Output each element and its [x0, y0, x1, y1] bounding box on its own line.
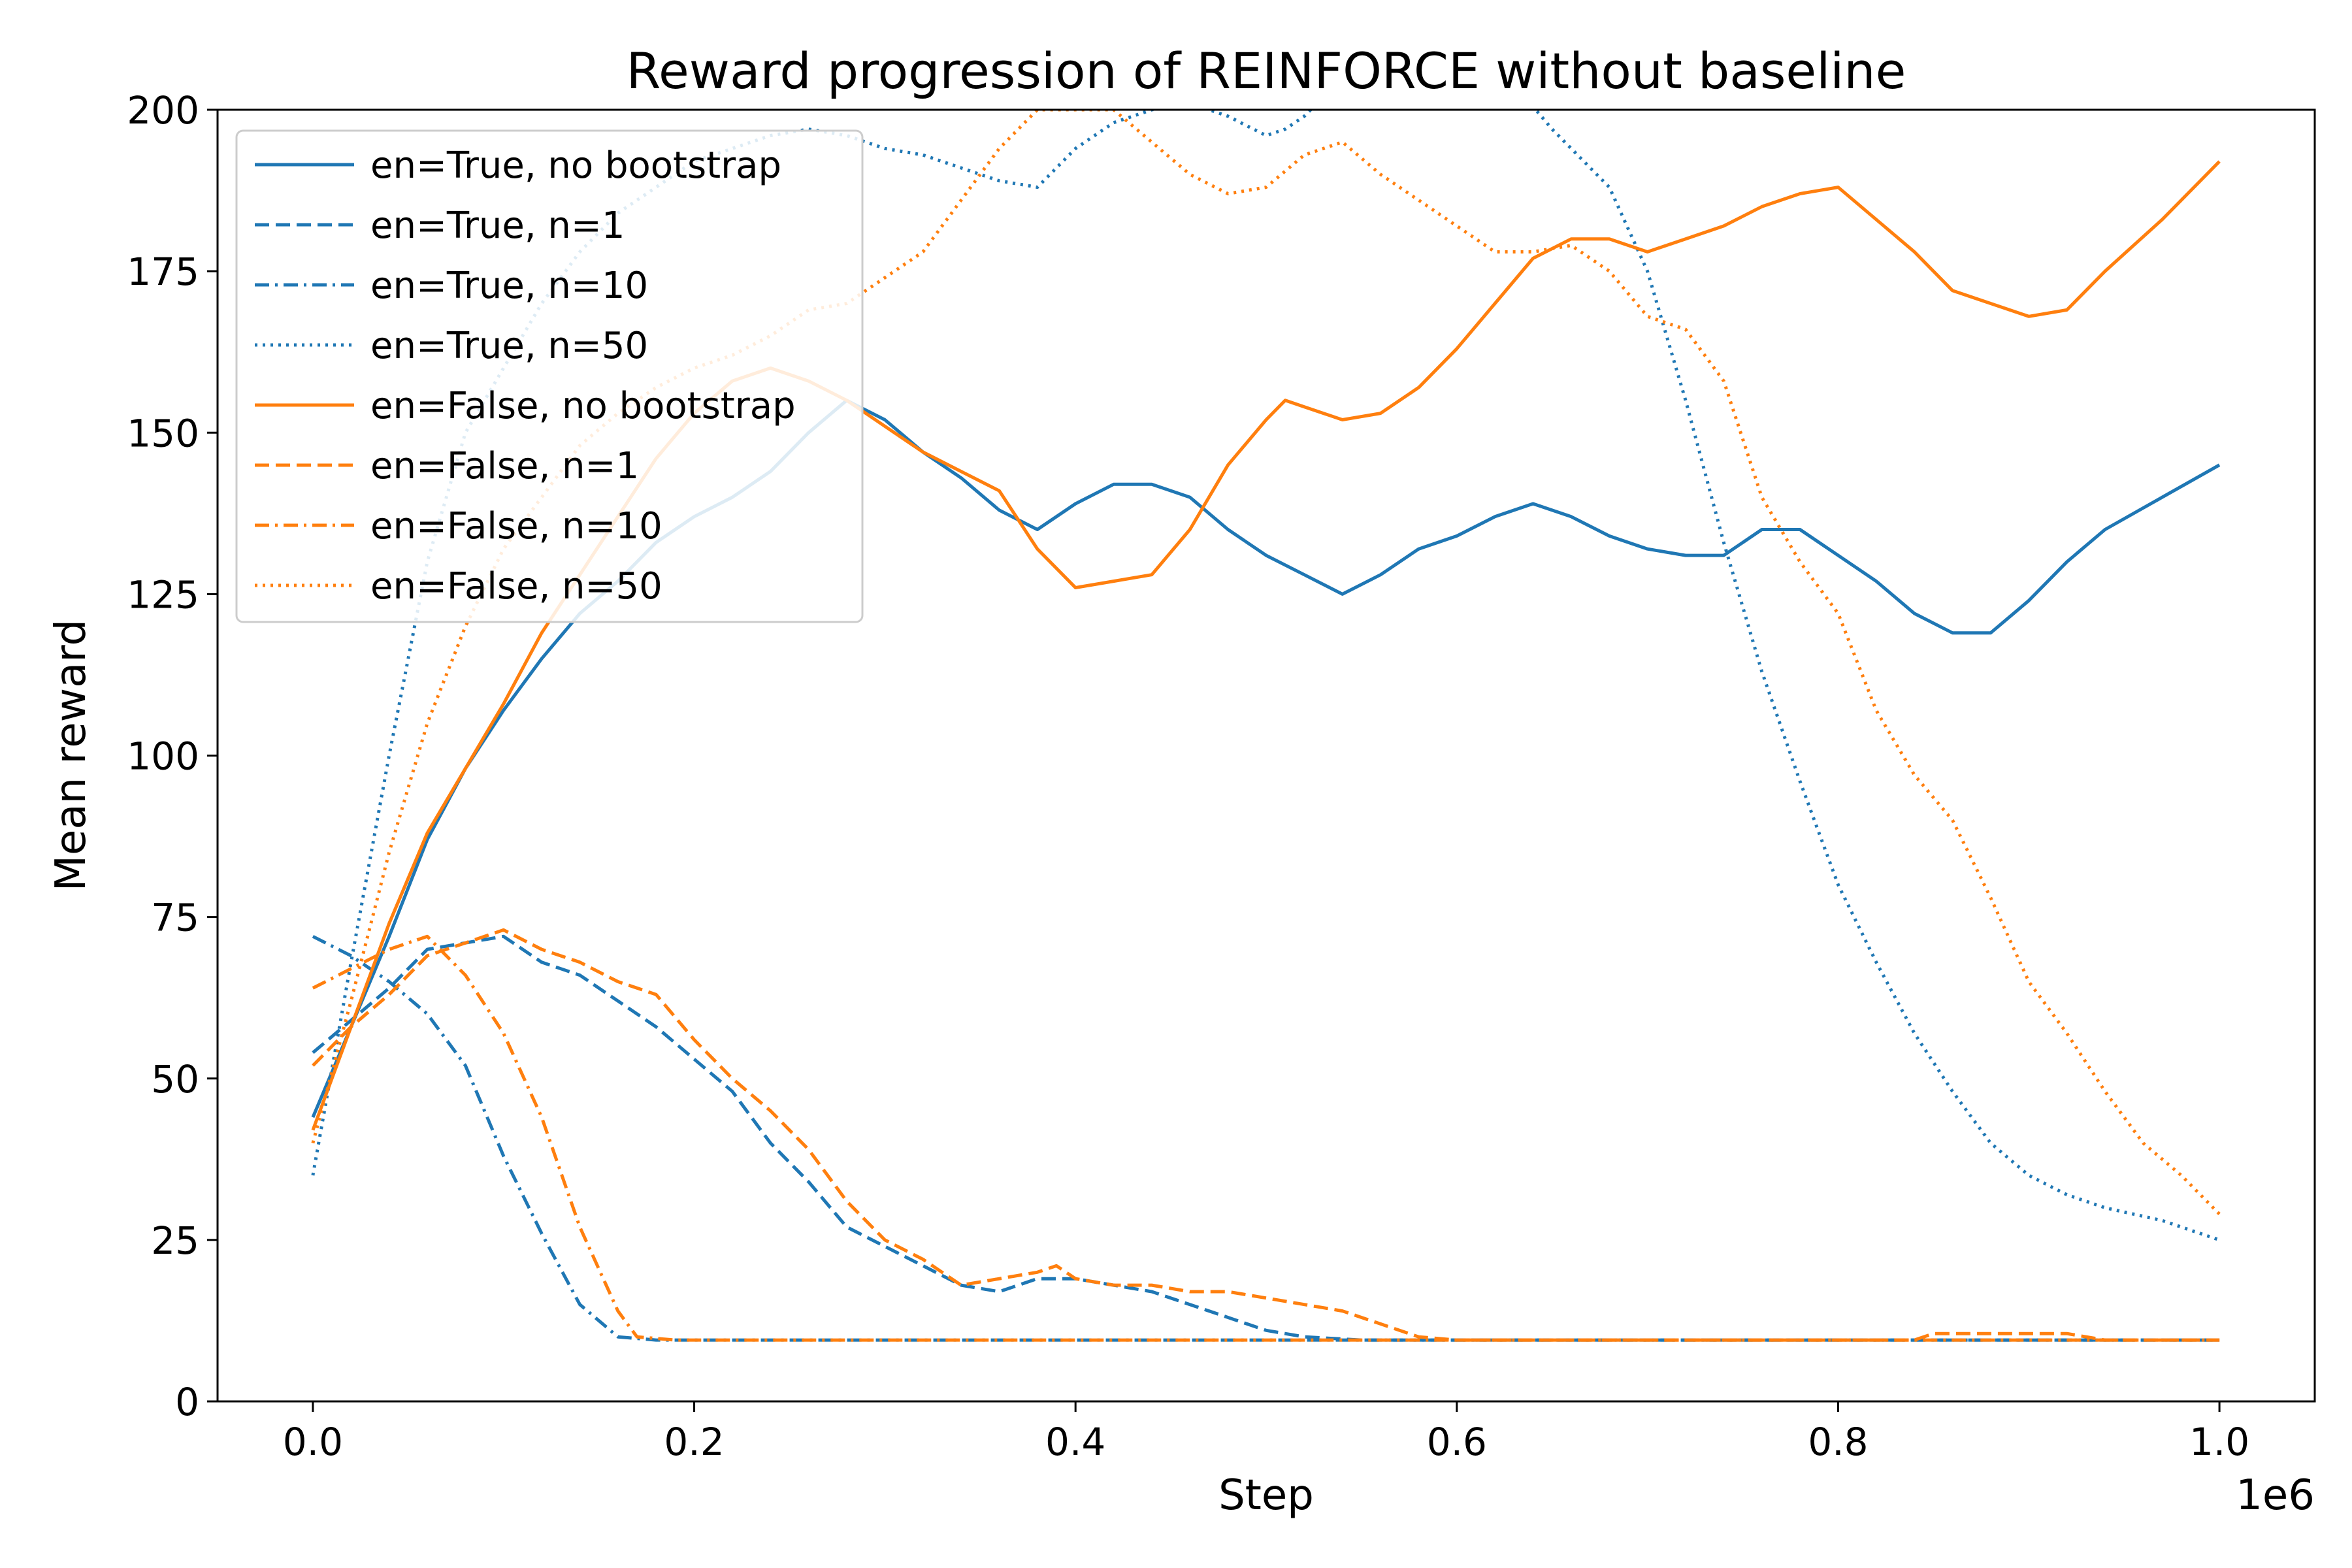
x-tick-label: 0.8: [1808, 1420, 1868, 1464]
y-axis-label: Mean reward: [47, 619, 95, 891]
y-tick-label: 75: [151, 896, 199, 940]
y-tick-label: 150: [127, 411, 199, 455]
x-offset-text: 1e6: [2236, 1471, 2315, 1520]
x-tick-label: 0.0: [283, 1420, 343, 1464]
y-tick-label: 100: [127, 734, 199, 779]
legend-label-8: en=False, n=50: [370, 565, 662, 608]
x-tick-label: 0.2: [664, 1420, 724, 1464]
series-line-6: [312, 928, 2220, 1342]
y-tick-label: 175: [127, 250, 199, 294]
legend-label-2: en=True, n=1: [370, 204, 625, 247]
series-line-3: [312, 935, 2220, 1342]
legend-label-3: en=True, n=10: [370, 265, 648, 307]
x-tick-label: 0.6: [1427, 1420, 1487, 1464]
x-tick-label: 0.4: [1045, 1420, 1105, 1464]
series-line-2: [312, 934, 2220, 1342]
legend-label-1: en=True, no bootstrap: [370, 144, 781, 187]
x-tick-label: 1.0: [2189, 1420, 2249, 1464]
y-tick-label: 200: [127, 88, 199, 133]
y-tick-label: 25: [151, 1218, 199, 1263]
x-axis-label: Step: [1218, 1471, 1314, 1520]
series-line-8: [311, 110, 2221, 1216]
y-tick-label: 125: [127, 572, 199, 617]
x-axis: 0.0 0.2 0.4 0.6 0.8 1.0: [283, 1401, 2249, 1464]
chart-title: Reward progression of REINFORCE without …: [627, 42, 1906, 100]
y-tick-label: 50: [151, 1057, 199, 1102]
legend: en=True, no bootstrap en=True, n=1 en=True…: [235, 129, 864, 623]
legend-label-7: en=False, n=10: [370, 505, 662, 547]
legend-box: [235, 129, 864, 623]
legend-label-6: en=False, n=1: [370, 445, 639, 487]
y-axis: 0 25 50 75 100 125 150 175 200: [127, 88, 218, 1424]
series-line-7: [312, 934, 2220, 1342]
legend-label-5: en=False, no bootstrap: [370, 385, 796, 427]
y-tick-label: 0: [175, 1380, 199, 1424]
legend-label-4: en=True, n=50: [370, 325, 648, 367]
